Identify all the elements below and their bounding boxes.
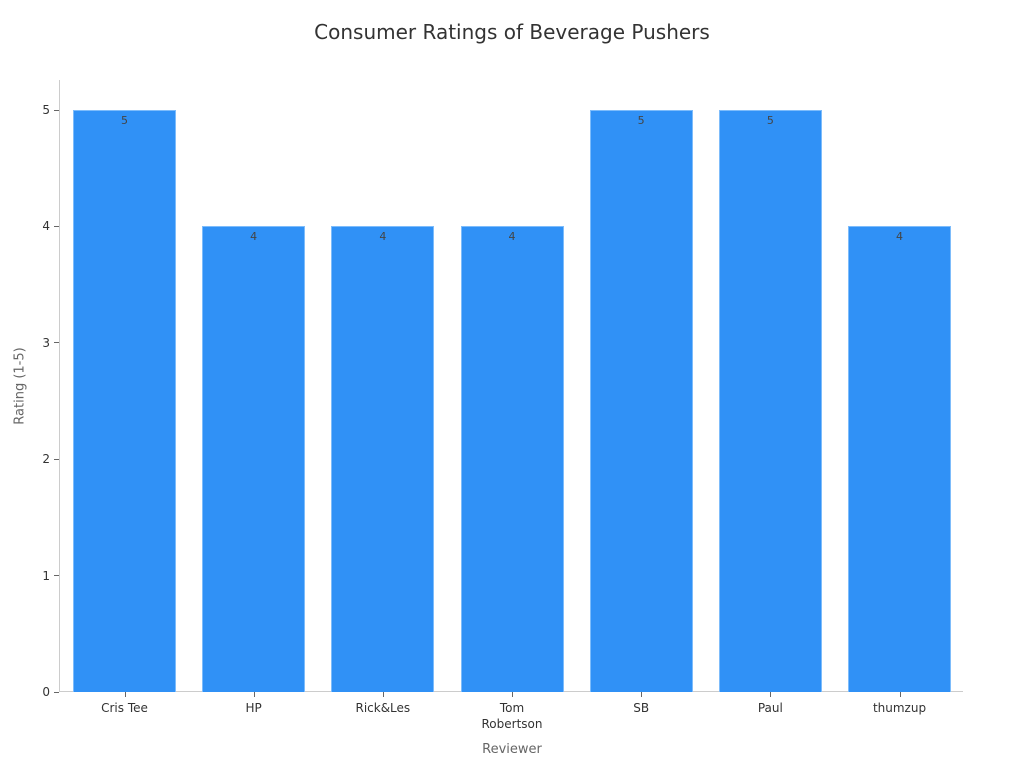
y-tick-label: 2 bbox=[42, 452, 50, 467]
bar bbox=[202, 226, 306, 692]
x-tick-label: HP bbox=[245, 701, 262, 715]
x-tick-label: thumzup bbox=[872, 701, 927, 715]
y-tick bbox=[54, 342, 59, 344]
bar-value-label: 4 bbox=[250, 230, 258, 244]
y-tick-label: 1 bbox=[42, 568, 50, 583]
x-tick bbox=[382, 692, 384, 697]
x-tick-label: Paul bbox=[757, 701, 783, 715]
x-tick bbox=[124, 692, 126, 697]
y-tick bbox=[54, 109, 59, 111]
bar-value-label: 4 bbox=[379, 230, 387, 244]
bar-value-label: 5 bbox=[121, 114, 128, 127]
bar-value-label: 5 bbox=[637, 114, 645, 127]
x-tick bbox=[641, 692, 643, 697]
bar bbox=[460, 226, 564, 692]
y-tick bbox=[54, 691, 59, 693]
x-axis-title: Reviewer bbox=[482, 742, 542, 757]
bar bbox=[73, 110, 176, 692]
y-tick-label: 5 bbox=[42, 103, 50, 117]
bar bbox=[718, 110, 822, 692]
chart-title: Consumer Ratings of Beverage Pushers bbox=[314, 20, 710, 44]
x-tick-label: Cris Tee bbox=[101, 701, 148, 715]
x-tick bbox=[512, 692, 513, 697]
x-tick bbox=[899, 692, 901, 697]
bar-value-label: 5 bbox=[766, 114, 774, 127]
y-tick-label: 4 bbox=[42, 219, 50, 234]
bar bbox=[331, 226, 435, 692]
x-tick-label: SB bbox=[633, 701, 650, 715]
bar bbox=[848, 226, 952, 692]
x-tick bbox=[770, 692, 772, 697]
y-tick bbox=[54, 575, 59, 577]
x-tick-label: Tom Robertson bbox=[481, 701, 543, 731]
x-tick bbox=[253, 692, 255, 697]
bar-value-label: 4 bbox=[508, 230, 516, 244]
x-tick-label: Rick&Les bbox=[355, 701, 411, 715]
y-tick bbox=[54, 225, 59, 227]
y-axis-title: Rating (1-5) bbox=[12, 347, 28, 425]
y-tick bbox=[54, 458, 59, 460]
y-tick-label: 0 bbox=[42, 685, 50, 699]
bar-value-label: 4 bbox=[896, 230, 904, 244]
y-axis-line bbox=[59, 80, 60, 692]
bar bbox=[589, 110, 693, 692]
y-tick-label: 3 bbox=[42, 335, 50, 350]
